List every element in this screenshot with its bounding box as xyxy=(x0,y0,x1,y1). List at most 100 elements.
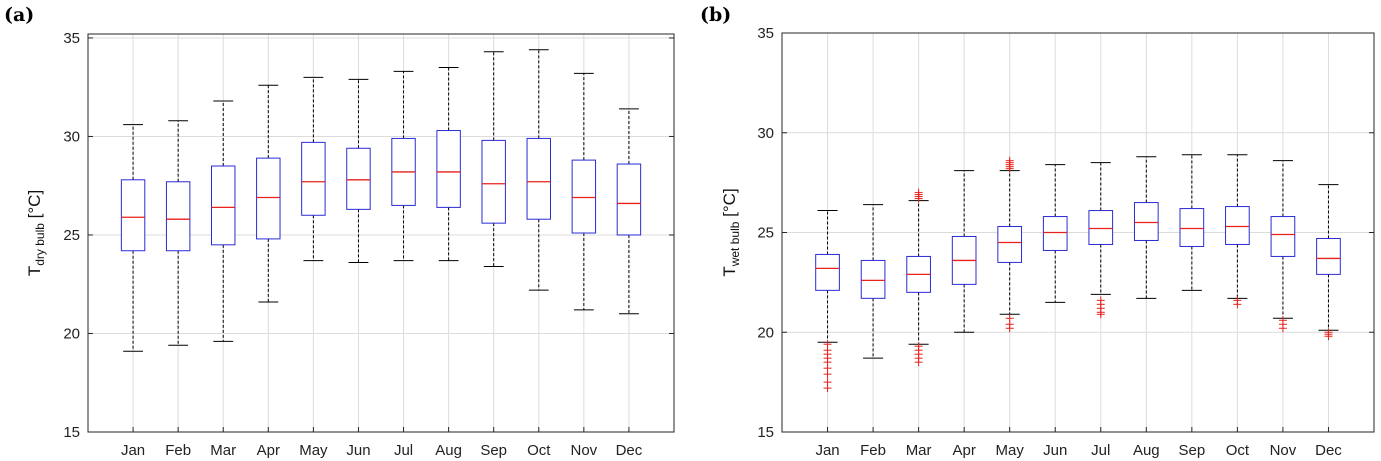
y-axis-label-subscript: wet bulb xyxy=(728,221,742,267)
y-tick-label: 15 xyxy=(757,424,774,441)
panel-b-wet-bulb: (b) 15 20 25 30 35 Jan Feb Mar Apr May Jun Jul Aug Sep… xyxy=(700,4,1375,459)
box-iqr xyxy=(1316,237,1341,275)
plot-frame xyxy=(87,33,675,433)
x-tick-label: Oct xyxy=(527,442,551,459)
x-tick-label: Mar xyxy=(906,442,932,459)
box-iqr xyxy=(1225,206,1250,245)
outlier-marker xyxy=(1096,310,1105,319)
box-iqr xyxy=(571,159,597,234)
x-tick-label: Jun xyxy=(1043,442,1067,459)
x-tick-label: Oct xyxy=(1226,442,1250,459)
box-sep xyxy=(481,51,506,267)
x-tick-label: Sep xyxy=(1178,442,1205,459)
y-axis-label-subscript: dry bulb xyxy=(33,223,47,266)
outlier-marker xyxy=(1278,324,1287,333)
box-iqr xyxy=(526,137,551,220)
y-tick-label: 20 xyxy=(63,325,80,342)
box-sep xyxy=(1179,154,1205,291)
box-apr xyxy=(256,84,281,303)
box-aug xyxy=(436,66,461,262)
box-iqr xyxy=(346,147,371,210)
y-axis-label: Twet bulb [°C] xyxy=(720,188,742,276)
box-jan xyxy=(120,124,146,352)
box-iqr xyxy=(1042,216,1068,251)
x-tick-label: Jun xyxy=(346,442,370,459)
box-iqr xyxy=(481,139,506,224)
y-axis-label-unit: [°C] xyxy=(25,190,44,223)
box-jun xyxy=(1042,164,1068,303)
box-oct xyxy=(1225,154,1250,309)
y-tick-label: 15 xyxy=(63,424,80,441)
y-axis-label: Tdry bulb [°C] xyxy=(25,190,47,276)
box-iqr xyxy=(301,141,326,216)
panel-a-dry-bulb: (a) 15 20 25 30 35 Jan Feb Mar Apr May Jun Jul Aug Sep… xyxy=(4,4,675,459)
box-iqr xyxy=(436,130,461,208)
box-iqr xyxy=(997,226,1023,263)
panel-label: (a) xyxy=(4,4,34,26)
x-tick-label: May xyxy=(996,442,1025,459)
y-tick-label: 25 xyxy=(757,225,774,242)
x-tick-label: Jan xyxy=(815,442,839,459)
x-tick-label: Jan xyxy=(121,442,145,459)
x-tick-label: Sep xyxy=(480,442,507,459)
box-dec xyxy=(1316,184,1341,341)
box-iqr xyxy=(1133,202,1159,241)
x-tick-label: Jul xyxy=(394,442,413,459)
x-tick-label: Aug xyxy=(435,442,462,459)
box-apr xyxy=(951,170,977,333)
x-tick-label: Feb xyxy=(860,442,886,459)
box-nov xyxy=(1270,160,1296,333)
box-feb xyxy=(165,120,191,346)
x-tick-label: Apr xyxy=(952,442,975,459)
box-iqr xyxy=(1088,210,1114,245)
box-may xyxy=(997,156,1023,333)
y-tick-label: 30 xyxy=(757,125,774,142)
box-iqr xyxy=(165,181,191,252)
outlier-marker xyxy=(823,384,832,393)
box-dec xyxy=(616,108,642,315)
box-iqr xyxy=(256,157,281,240)
box-iqr xyxy=(120,179,146,252)
x-tick-label: May xyxy=(299,442,328,459)
y-tick-label: 25 xyxy=(63,227,80,244)
box-iqr xyxy=(211,165,236,246)
box-iqr xyxy=(616,163,642,236)
box-mar xyxy=(211,100,236,342)
y-tick-label: 30 xyxy=(63,128,80,145)
x-tick-label: Mar xyxy=(210,442,236,459)
x-tick-label: Apr xyxy=(257,442,280,459)
box-iqr xyxy=(815,253,840,291)
outlier-marker xyxy=(1005,324,1014,333)
x-tick-label: Feb xyxy=(165,442,191,459)
outlier-marker xyxy=(914,188,923,197)
y-axis-label-main: T xyxy=(25,266,44,276)
box-mar xyxy=(906,188,931,367)
panel-label: (b) xyxy=(700,4,731,26)
y-axis-label-unit: [°C] xyxy=(720,188,739,221)
y-tick-label: 35 xyxy=(63,30,80,47)
box-may xyxy=(301,76,326,262)
outlier-marker xyxy=(914,358,923,367)
box-iqr xyxy=(1179,208,1205,247)
box-oct xyxy=(526,49,551,291)
box-iqr xyxy=(860,259,886,299)
x-tick-label: Dec xyxy=(616,442,643,459)
box-aug xyxy=(1133,156,1159,299)
box-jul xyxy=(1088,162,1114,319)
x-tick-label: Aug xyxy=(1133,442,1160,459)
box-feb xyxy=(860,204,886,359)
box-jun xyxy=(346,78,371,264)
outlier-marker xyxy=(1233,300,1242,309)
y-tick-label: 20 xyxy=(757,324,774,341)
outlier-marker xyxy=(1005,156,1014,165)
x-tick-label: Jul xyxy=(1091,442,1110,459)
x-tick-label: Dec xyxy=(1315,442,1342,459)
box-nov xyxy=(571,72,597,311)
y-axis-label-main: T xyxy=(720,266,739,276)
box-iqr xyxy=(1270,216,1296,257)
box-jan xyxy=(815,210,840,393)
x-tick-label: Nov xyxy=(1270,442,1297,459)
outlier-marker xyxy=(1324,332,1333,341)
x-tick-label: Nov xyxy=(571,442,598,459)
